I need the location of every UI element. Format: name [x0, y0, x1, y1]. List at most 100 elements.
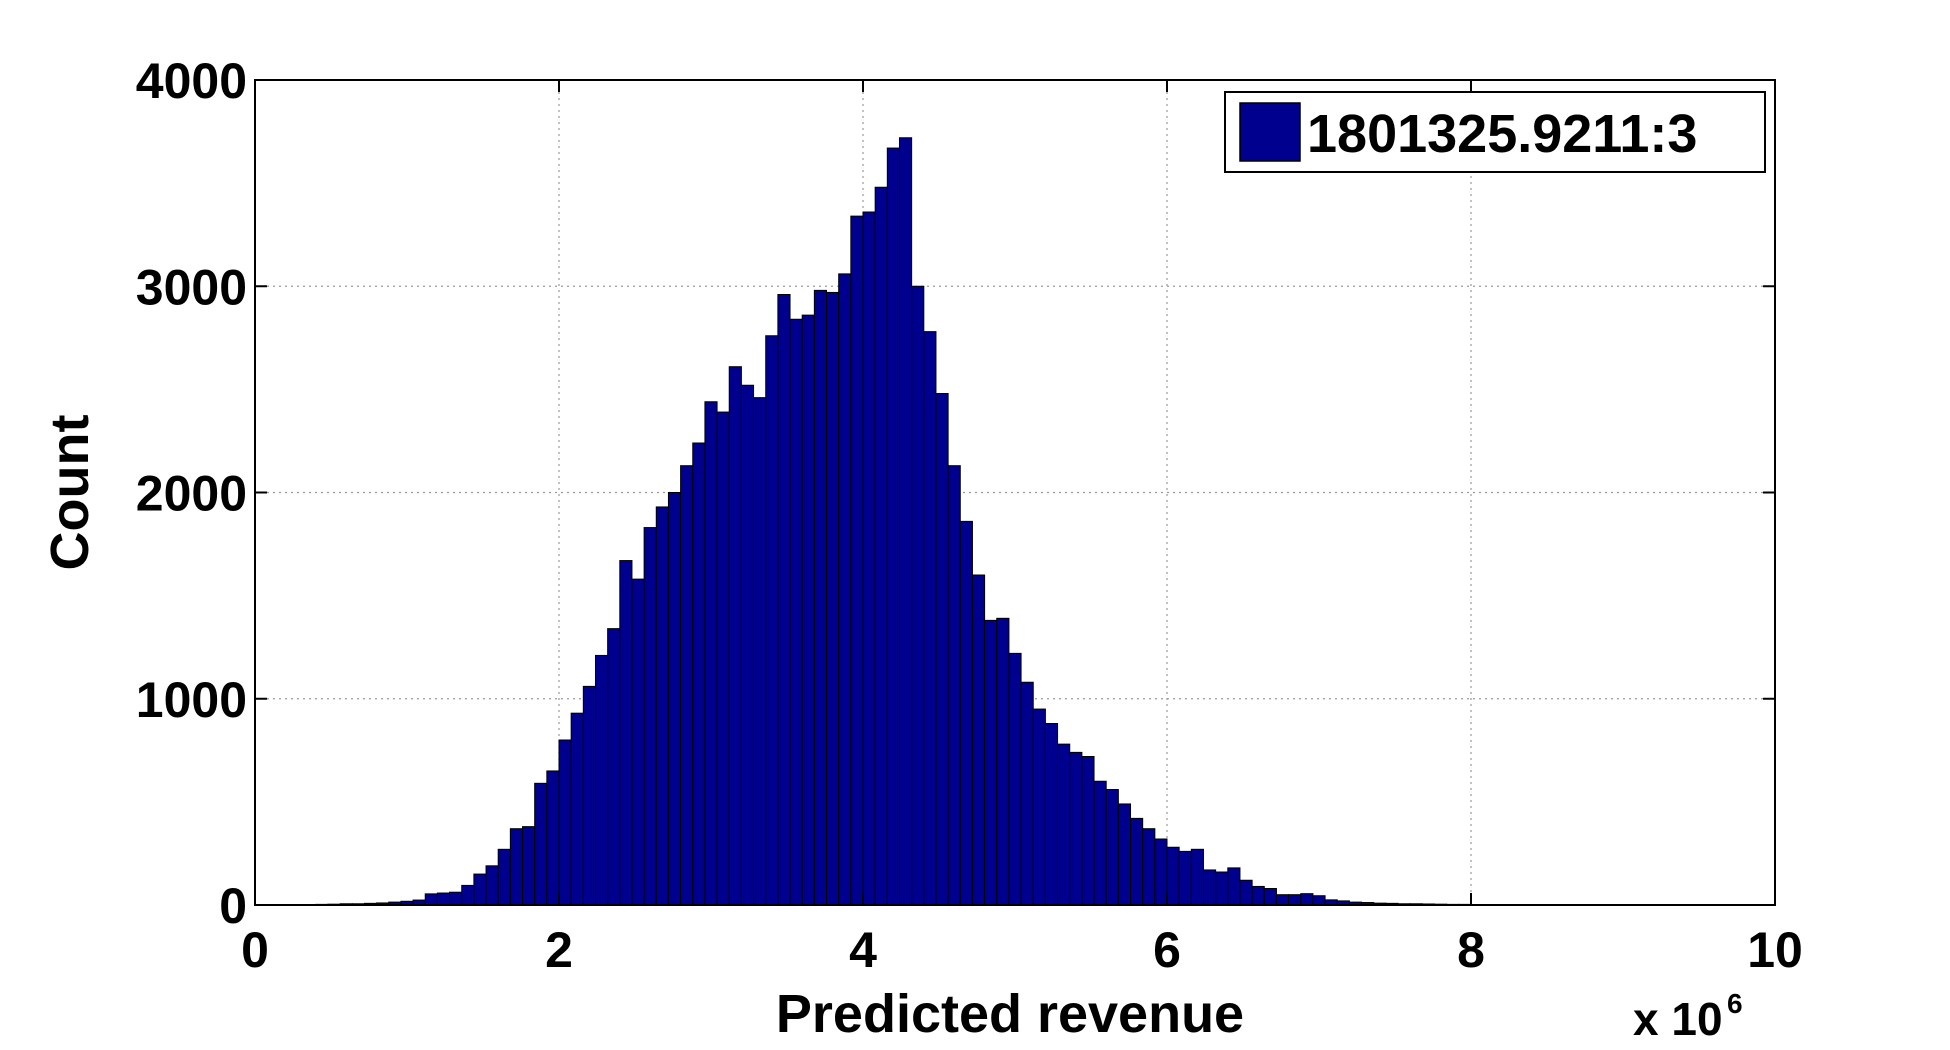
histogram-bar	[1215, 871, 1229, 906]
histogram-bar	[1190, 848, 1204, 906]
histogram-bar	[874, 186, 888, 906]
histogram-bar	[534, 782, 548, 906]
histogram-bar	[1312, 895, 1326, 906]
histogram-bar	[558, 739, 572, 906]
histogram-bar	[449, 891, 463, 906]
histogram-bar	[898, 137, 913, 906]
histogram-bar	[1020, 681, 1034, 906]
histogram-bar	[1093, 780, 1107, 906]
histogram-bar	[1178, 850, 1192, 906]
histogram-bar	[424, 893, 438, 906]
histogram-bar	[789, 318, 803, 906]
histogram-bar	[1008, 652, 1022, 906]
histogram-bar	[923, 331, 937, 906]
histogram-bar	[1275, 894, 1290, 906]
x-multiplier-base: x 10	[1633, 993, 1723, 1045]
histogram-bar	[838, 273, 852, 906]
histogram-bar	[607, 628, 621, 906]
x-axis-title: Predicted revenue	[776, 984, 1244, 1044]
histogram-bar	[911, 285, 925, 906]
histogram-bar	[728, 366, 742, 906]
legend-box	[1224, 91, 1766, 173]
histogram-bar	[886, 147, 900, 906]
histogram-bar	[1202, 869, 1217, 906]
x-tick-label: 8	[1457, 922, 1485, 978]
histogram-bar	[436, 892, 451, 906]
histogram-bar	[1069, 751, 1083, 906]
legend: 1801325.9211:3	[1224, 91, 1766, 173]
histogram-bar	[850, 215, 864, 906]
histogram-bar	[1263, 888, 1277, 906]
histogram-bar	[971, 574, 986, 906]
histogram-bar	[826, 291, 840, 906]
histogram-bar	[461, 884, 475, 906]
y-tick-label: 1000	[136, 672, 247, 728]
histogram-bar	[1117, 803, 1132, 906]
y-tick-label: 0	[219, 878, 247, 934]
histogram-bar	[667, 492, 682, 906]
histogram-bar	[777, 294, 791, 906]
histogram-bar	[984, 619, 998, 906]
histogram-bar	[1081, 756, 1095, 906]
histogram-bar	[643, 527, 657, 906]
histogram-bar	[716, 411, 730, 906]
histogram-bar	[813, 289, 828, 906]
histogram-bar	[1105, 789, 1119, 906]
histogram-bar	[947, 465, 961, 906]
histogram-bars	[254, 137, 1691, 906]
histogram-bar	[509, 828, 524, 906]
histogram-bar	[1251, 885, 1265, 906]
histogram-bar	[497, 848, 511, 906]
x-tick-labels: 0 2 4 6 8 10	[241, 922, 1803, 978]
x-tick-label: 10	[1747, 922, 1803, 978]
y-tick-labels: 0 1000 2000 3000 4000	[136, 53, 247, 934]
histogram-bar	[740, 384, 755, 906]
histogram-bar	[1130, 817, 1144, 906]
grid-lines	[255, 80, 1775, 905]
histogram-bar	[1032, 708, 1046, 906]
y-tick-label: 3000	[136, 259, 247, 315]
histogram-bar	[692, 442, 706, 906]
histogram-bar	[1044, 723, 1059, 906]
x-tick-label: 4	[849, 922, 877, 978]
histogram-bar	[1142, 828, 1156, 906]
histogram-bar	[1300, 893, 1314, 906]
histogram-bar	[1288, 894, 1302, 906]
histogram-bar	[996, 617, 1010, 906]
y-axis-title: Count	[40, 415, 100, 571]
histogram-bar	[959, 520, 973, 906]
x-multiplier-exponent: 6	[1727, 988, 1743, 1019]
histogram-bar	[473, 873, 487, 906]
histogram-bar	[680, 465, 694, 906]
histogram-bar	[1154, 838, 1168, 906]
histogram-bar	[1166, 846, 1180, 906]
histogram-bar	[485, 865, 499, 906]
histogram-bar	[619, 560, 633, 906]
histogram-bar	[753, 397, 767, 906]
histogram-bar	[522, 826, 536, 906]
histogram-bar	[655, 506, 669, 906]
histogram-bar	[765, 335, 779, 906]
histogram-bar	[582, 685, 596, 906]
histogram-bar	[570, 712, 584, 906]
histogram-bar	[1057, 743, 1071, 906]
histogram-bar	[594, 654, 609, 906]
histogram-bar	[704, 401, 718, 906]
x-tick-label: 2	[545, 922, 573, 978]
histogram-bar	[631, 578, 645, 906]
axis-ticks	[254, 79, 1776, 906]
histogram-bar	[1227, 867, 1241, 906]
x-axis-multiplier: x 10 6	[1633, 988, 1743, 1045]
legend-swatch	[1239, 102, 1301, 162]
legend-entry: 1801325.9211:3	[1307, 104, 1697, 164]
y-tick-label: 4000	[136, 53, 247, 109]
histogram-bar	[546, 770, 560, 906]
x-tick-label: 0	[241, 922, 269, 978]
histogram-bar	[801, 314, 815, 906]
histogram-bar	[1239, 879, 1253, 906]
histogram-bar	[935, 393, 949, 906]
histogram-bar	[862, 211, 876, 906]
x-tick-label: 6	[1153, 922, 1181, 978]
y-tick-label: 2000	[136, 466, 247, 522]
